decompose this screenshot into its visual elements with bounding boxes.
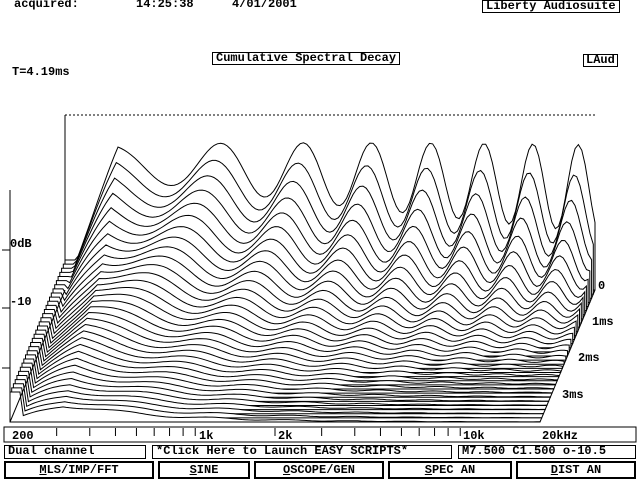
level-label: 0dB — [10, 237, 32, 251]
time-label: 1ms — [592, 315, 614, 329]
date: 4/01/2001 — [232, 0, 297, 11]
time-label: 0 — [598, 279, 606, 293]
plot-title: Cumulative Spectral Decay — [212, 52, 401, 65]
freq-label: 1k — [199, 429, 214, 443]
scripts-link[interactable]: *Click Here to Launch EASY SCRIPTS* — [152, 445, 452, 459]
status-settings: M7.500 C1.500 o-10.5 — [458, 445, 636, 459]
mls-button[interactable]: MLS/IMP/FFT — [4, 461, 154, 479]
freq-axis-box — [3, 426, 637, 443]
decay-slice — [12, 383, 544, 415]
decay-slice — [9, 391, 541, 423]
status-mode: Dual channel — [4, 445, 146, 459]
spec-an-button[interactable]: SPEC AN — [388, 461, 512, 479]
acquired-label: acquired: — [14, 0, 79, 11]
oscope-button[interactable]: OSCOPE/GEN — [254, 461, 384, 479]
time: 14:25:38 — [136, 0, 194, 11]
floor-left-edge — [9, 289, 66, 423]
freq-label: 20kHz — [542, 429, 579, 443]
level-label: -10 — [10, 295, 32, 309]
freq-label: 10k — [463, 429, 485, 443]
floor-right-edge — [539, 289, 596, 423]
decay-slice — [11, 387, 543, 419]
app-name: Liberty Audiosuite — [482, 0, 620, 13]
badge: LAud — [583, 54, 618, 67]
decay-slice — [14, 379, 546, 411]
dist-an-button[interactable]: DIST AN — [516, 461, 636, 479]
time-label: 2ms — [578, 351, 600, 365]
time-label: 3ms — [562, 388, 584, 402]
sine-button[interactable]: SINE — [158, 461, 250, 479]
window-label: T=4.19ms — [12, 65, 70, 79]
freq-label: 2k — [278, 429, 293, 443]
freq-label: 200 — [12, 429, 34, 443]
